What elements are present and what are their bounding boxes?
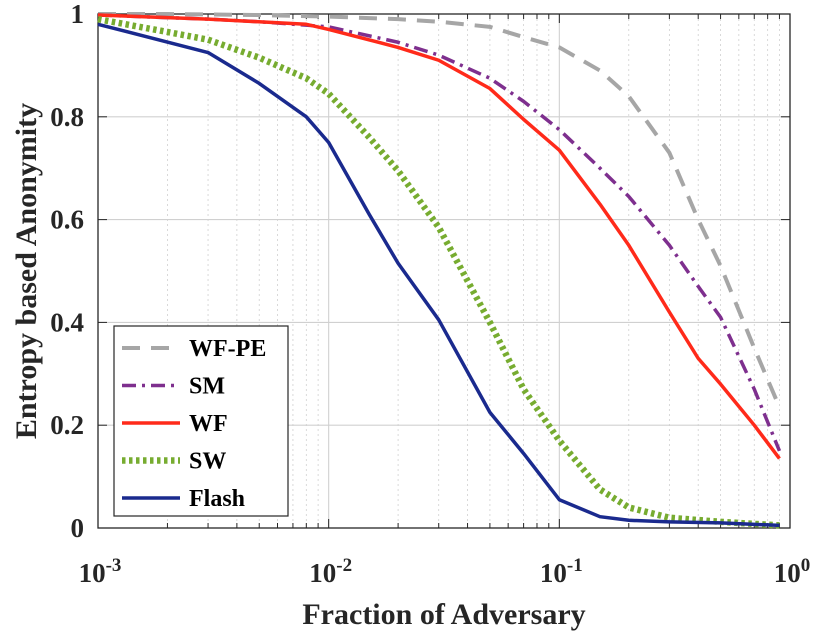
legend-label-sw: SW <box>189 449 226 475</box>
x-tick-labels: 10-3 10-2 10-1 100 <box>79 555 811 588</box>
x-tick-label: 10-1 <box>540 555 583 588</box>
y-tick-label: 0 <box>71 513 85 543</box>
legend-label-wf-pe: WF-PE <box>189 336 266 362</box>
legend-label-wf: WF <box>189 411 228 437</box>
series-lines <box>97 12 782 529</box>
legend-label-flash: Flash <box>189 486 245 512</box>
y-tick-label: 1 <box>71 0 85 29</box>
plot-frame <box>97 13 791 529</box>
y-axis-label: Entropy based Anonymity <box>10 103 43 439</box>
y-tick-label: 0.2 <box>50 410 84 440</box>
x-tick-label: 10-3 <box>79 555 122 588</box>
y-tick-label: 0.6 <box>50 205 84 235</box>
series-line-sw <box>97 15 780 529</box>
x-tick-label: 100 <box>774 555 811 588</box>
y-tick-label: 0.8 <box>50 102 84 132</box>
x-tick-label: 10-2 <box>309 555 352 588</box>
series-line-wf-pe <box>98 12 782 408</box>
series-line-flash <box>97 22 780 528</box>
series-line-wf <box>97 13 781 460</box>
legend-label-sm: SM <box>189 374 225 400</box>
legend-box <box>113 325 289 517</box>
y-tick-label: 0.4 <box>50 307 84 337</box>
y-tick-labels: 0 0.2 0.4 0.6 0.8 1 <box>50 0 84 543</box>
x-axis-label: Fraction of Adversary <box>302 598 585 631</box>
legend: WF-PE SM WF SW Flash <box>113 325 289 517</box>
